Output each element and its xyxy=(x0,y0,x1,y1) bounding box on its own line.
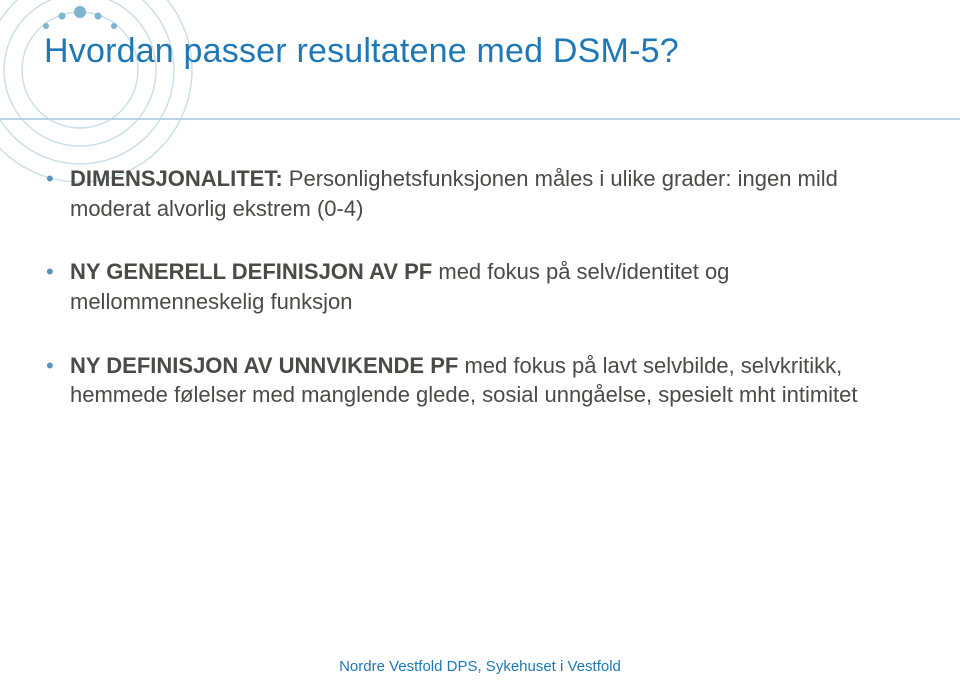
bullet-label: DIMENSJONALITET: xyxy=(70,166,283,191)
bullet-label: NY DEFINISJON AV UNNVIKENDE PF xyxy=(70,353,458,378)
slide-body: DIMENSJONALITET: Personlighetsfunksjonen… xyxy=(46,164,916,444)
slide: Hvordan passer resultatene med DSM-5? DI… xyxy=(0,0,960,697)
bullet-item: NY GENERELL DEFINISJON AV PF med fokus p… xyxy=(46,257,916,316)
header-divider xyxy=(0,118,960,120)
slide-title: Hvordan passer resultatene med DSM-5? xyxy=(44,30,920,73)
bullet-item: DIMENSJONALITET: Personlighetsfunksjonen… xyxy=(46,164,916,223)
slide-header: Hvordan passer resultatene med DSM-5? xyxy=(0,0,960,97)
bullet-label: NY GENERELL DEFINISJON AV PF xyxy=(70,259,432,284)
bullet-item: NY DEFINISJON AV UNNVIKENDE PF med fokus… xyxy=(46,351,916,410)
slide-footer: Nordre Vestfold DPS, Sykehuset i Vestfol… xyxy=(0,658,960,675)
bullet-list: DIMENSJONALITET: Personlighetsfunksjonen… xyxy=(46,164,916,410)
